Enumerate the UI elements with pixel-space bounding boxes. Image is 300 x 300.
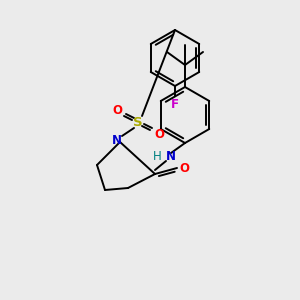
Text: F: F: [171, 98, 179, 110]
Text: O: O: [154, 128, 164, 140]
Text: S: S: [133, 116, 143, 128]
Text: N: N: [112, 134, 122, 146]
Text: H: H: [153, 149, 162, 163]
Text: N: N: [166, 149, 176, 163]
Text: O: O: [112, 103, 122, 116]
Text: O: O: [179, 161, 189, 175]
